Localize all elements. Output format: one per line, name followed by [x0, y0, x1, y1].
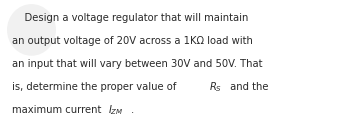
Text: maximum current: maximum current: [12, 105, 105, 115]
Text: and the: and the: [227, 82, 268, 92]
Text: $R_S$: $R_S$: [209, 80, 222, 94]
Text: is, determine the proper value of: is, determine the proper value of: [12, 82, 180, 92]
Text: .: .: [131, 105, 134, 115]
Text: an output voltage of 20V across a 1KΩ load with: an output voltage of 20V across a 1KΩ lo…: [12, 36, 253, 46]
Ellipse shape: [7, 4, 56, 56]
Text: Design a voltage regulator that will maintain: Design a voltage regulator that will mai…: [12, 13, 248, 23]
Text: an input that will vary between 30V and 50V. That: an input that will vary between 30V and …: [12, 59, 263, 69]
Text: $I_{ZM}$: $I_{ZM}$: [108, 103, 124, 117]
